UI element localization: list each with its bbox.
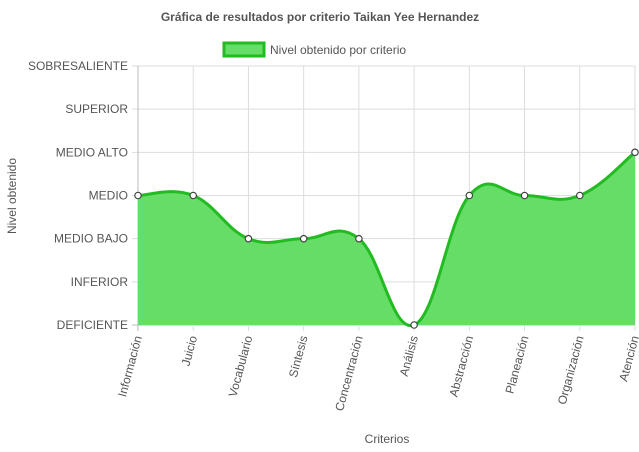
series-line [137,151,636,327]
y-tick-label: SOBRESALIENTE [28,59,128,73]
x-tick-label: Concentración [332,334,366,412]
y-tick-label: MEDIO ALTO [56,145,128,159]
data-points [134,148,639,329]
legend[interactable]: Nivel obtenido por criterio [222,41,406,58]
x-tick-label: Abstracción [446,334,476,398]
data-point[interactable] [520,191,529,200]
x-tick-label: Planeación [503,334,532,395]
data-point[interactable] [189,191,198,200]
data-point[interactable] [410,321,418,329]
x-tick-label: Organización [555,334,587,406]
x-tick-label: Síntesis [286,334,311,379]
data-point[interactable] [299,234,308,243]
data-point[interactable] [465,191,474,200]
data-point[interactable] [244,234,253,243]
chart-title: Gráfica de resultados por criterio Taika… [161,10,479,24]
x-tick-label: Análisis [397,334,421,378]
data-point[interactable] [575,191,584,200]
y-axis-ticks: DEFICIENTE INFERIOR MEDIO BAJO MEDIO MEDIO A… [28,59,128,332]
x-tick-label: Información [115,334,145,398]
x-axis-ticks: Información Juicio Vocabulario Síntesis Conc… [115,334,639,413]
y-tick-label: INFERIOR [71,275,129,289]
data-point[interactable] [631,148,639,157]
y-axis-title: Nivel obtenido [5,158,19,234]
y-tick-label: MEDIO [89,189,128,203]
legend-swatch [222,41,266,58]
x-tick-label: Atención [616,334,639,383]
y-tick-label: DEFICIENTE [57,318,128,332]
data-point[interactable] [134,191,142,200]
x-tick-label: Vocabulario [226,334,256,399]
y-tick-label: MEDIO BAJO [54,232,128,246]
data-point[interactable] [355,234,363,243]
legend-label: Nivel obtenido por criterio [270,43,406,57]
x-tick-label: Juicio [179,334,201,368]
y-tick-label: SUPERIOR [65,102,128,116]
series-area-fill [138,152,635,326]
plot-area [137,151,636,327]
x-axis-title: Criterios [365,432,410,446]
